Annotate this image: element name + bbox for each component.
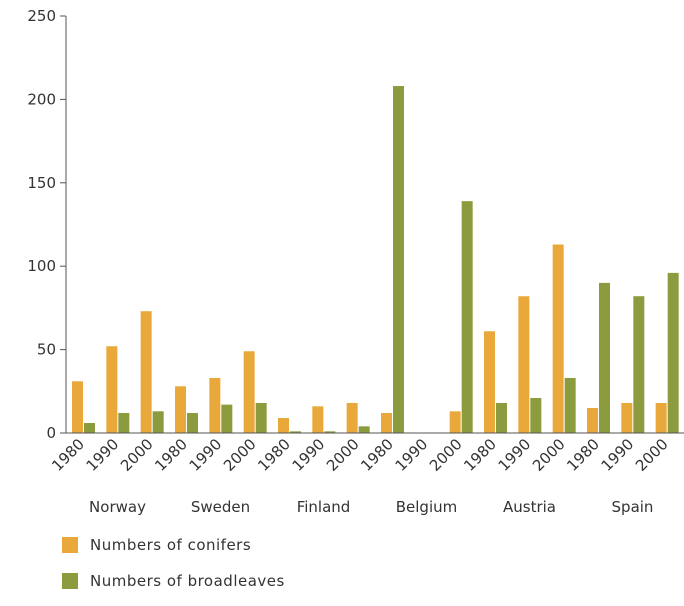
legend: Numbers of conifers Numbers of broadleav… <box>62 534 285 606</box>
x-tick-label-year: 1980 <box>254 435 294 475</box>
bar-broadleaves <box>84 422 95 433</box>
bar-conifers <box>175 386 186 433</box>
bar-broadleaves <box>496 402 507 433</box>
group-label: Spain <box>612 498 654 516</box>
bar-conifers <box>587 407 598 433</box>
bar-broadleaves <box>530 397 542 433</box>
bar-conifers <box>449 411 461 433</box>
x-tick-label-year: 2000 <box>117 435 157 475</box>
bar-conifers <box>140 311 152 433</box>
bar-conifers <box>484 331 495 433</box>
x-tick-label-year: 1980 <box>151 435 191 475</box>
bar-conifers <box>209 377 221 433</box>
x-tick-label-year: 1990 <box>392 435 432 475</box>
bar-broadleaves <box>461 201 473 433</box>
y-tick-label: 250 <box>27 7 56 25</box>
legend-item-broadleaves: Numbers of broadleaves <box>62 570 285 592</box>
bar-broadleaves <box>667 272 679 433</box>
bar-broadleaves <box>324 431 336 433</box>
y-tick-label: 200 <box>27 90 56 108</box>
y-tick-label: 150 <box>27 174 56 192</box>
x-tick-label-year: 1980 <box>460 435 500 475</box>
bar-broadleaves <box>358 426 370 433</box>
y-tick-label: 0 <box>46 424 56 442</box>
bar-broadleaves <box>633 296 645 433</box>
x-tick-label-year: 2000 <box>323 435 363 475</box>
x-tick-label-year: 2000 <box>426 435 466 475</box>
x-tick-label-year: 1980 <box>563 435 603 475</box>
legend-swatch-conifers <box>62 537 78 553</box>
x-tick-label-year: 1990 <box>495 435 535 475</box>
legend-item-conifers: Numbers of conifers <box>62 534 285 556</box>
bar-broadleaves <box>221 404 233 433</box>
bar-conifers <box>655 402 667 433</box>
group-label: Sweden <box>191 498 250 516</box>
x-tick-label-year: 1990 <box>186 435 226 475</box>
legend-swatch-broadleaves <box>62 573 78 589</box>
bar-conifers <box>312 406 324 433</box>
bar-conifers <box>243 351 255 433</box>
bar-conifers <box>278 417 289 433</box>
bar-broadleaves <box>118 412 130 433</box>
x-tick-label-year: 1990 <box>83 435 123 475</box>
bar-broadleaves <box>599 282 610 433</box>
y-tick-label: 100 <box>27 257 56 275</box>
bar-conifers <box>381 412 392 433</box>
group-label: Belgium <box>396 498 458 516</box>
x-tick-label-year: 1990 <box>598 435 638 475</box>
group-label: Austria <box>503 498 556 516</box>
x-tick-label-year: 2000 <box>632 435 672 475</box>
bar-conifers <box>621 402 633 433</box>
bar-conifers <box>346 402 358 433</box>
legend-label-broadleaves: Numbers of broadleaves <box>90 572 285 590</box>
bar-conifers <box>106 346 118 433</box>
x-tick-label-year: 1990 <box>289 435 329 475</box>
bar-broadleaves <box>152 411 164 433</box>
x-tick-label-year: 2000 <box>529 435 569 475</box>
y-tick-label: 50 <box>37 341 56 359</box>
bar-conifers <box>518 296 530 433</box>
x-axis: 1980199020001980199020001980199020001980… <box>48 432 684 516</box>
group-label: Finland <box>297 498 351 516</box>
bar-conifers <box>552 244 564 433</box>
bar-broadleaves <box>393 86 404 433</box>
bar-broadleaves <box>290 431 301 433</box>
bar-conifers <box>72 381 83 433</box>
y-axis: 0 50 100 150 200 250 <box>27 7 67 442</box>
bar-broadleaves <box>187 412 198 433</box>
bars <box>72 86 679 433</box>
group-label: Norway <box>89 498 146 516</box>
x-tick-label-year: 1980 <box>357 435 397 475</box>
bar-broadleaves <box>255 402 267 433</box>
x-tick-label-year: 2000 <box>220 435 260 475</box>
bar-broadleaves <box>564 377 576 433</box>
legend-label-conifers: Numbers of conifers <box>90 536 252 554</box>
